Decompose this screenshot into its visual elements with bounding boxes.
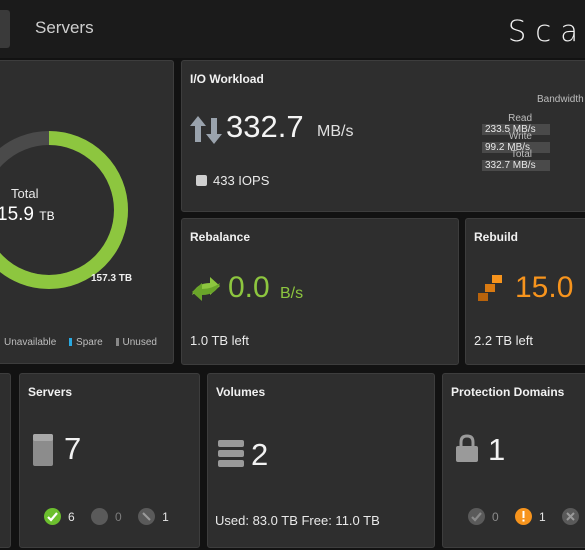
volumes-stack-icon — [218, 440, 244, 467]
status-count: 1 — [162, 509, 169, 524]
top-navigation-bar: Servers Sca — [0, 0, 585, 58]
rebalance-panel[interactable]: Rebalance 0.0 B/s 1.0 TB left — [181, 218, 459, 365]
total-value: 15.9 TB — [0, 204, 55, 226]
total-unit: TB — [39, 209, 55, 223]
legend-label: Unavailable — [4, 337, 57, 348]
capacity-panel: Total 15.9 TB 157.3 TB Unavailable Spare… — [0, 60, 174, 364]
rebalance-unit: B/s — [280, 285, 304, 302]
off-icon — [138, 508, 156, 525]
tab-servers[interactable]: Servers — [35, 18, 94, 37]
servers-status-row: 6 0 1 — [44, 508, 182, 528]
tab-previous[interactable] — [0, 10, 10, 48]
protection-domains-panel[interactable]: Protection Domains 1 0 1 — [442, 373, 585, 548]
rebuild-title: Rebuild — [474, 230, 518, 244]
protection-domains-count: 1 — [488, 432, 506, 467]
up-down-arrows-icon — [190, 116, 222, 144]
protection-domains-title: Protection Domains — [451, 385, 565, 399]
legend-label: Unused — [122, 337, 157, 348]
status-off[interactable]: 1 — [138, 508, 169, 525]
lock-icon — [456, 434, 478, 462]
bandwidth-row-label: Read — [508, 113, 532, 124]
bandwidth-row-value: 99.2 MB/s — [482, 142, 550, 153]
capacity-donut-chart — [0, 131, 128, 289]
check-icon — [44, 508, 61, 525]
bandwidth-row-write: Write99.2 MB/s — [482, 131, 585, 153]
volumes-count: 2 — [251, 437, 269, 472]
used-capacity-label: 157.3 TB — [91, 273, 133, 284]
disconnected-icon — [91, 508, 109, 525]
bandwidth-row-label: Write — [508, 131, 532, 142]
rebuild-panel[interactable]: Rebuild 15.0 2.2 TB left — [465, 218, 585, 365]
status-ok[interactable]: 0 — [468, 508, 499, 525]
servers-count: 7 — [64, 431, 82, 466]
status-disconnected[interactable]: 0 — [91, 508, 122, 525]
status-error[interactable] — [562, 508, 585, 525]
legend-label: Spare — [76, 337, 103, 348]
bandwidth-row-total: Total332.7 MB/s — [482, 149, 585, 171]
server-icon — [33, 434, 53, 466]
capacity-legend: Unavailable Spare Unused — [0, 337, 167, 348]
iops-value: 433 IOPS — [213, 173, 270, 188]
legend-unavailable: Unavailable — [0, 337, 56, 348]
legend-spare: Spare — [69, 337, 103, 348]
total-number: 15.9 — [0, 204, 34, 225]
legend-swatch-unused — [115, 338, 119, 346]
status-count: 1 — [539, 509, 546, 524]
rebalance-remaining: 1.0 TB left — [190, 333, 250, 348]
error-icon — [562, 508, 580, 525]
protection-domains-status-row: 0 1 — [468, 508, 585, 528]
partial-panel — [0, 373, 11, 548]
status-ok[interactable]: 6 — [44, 508, 75, 525]
io-workload-panel[interactable]: I/O Workload 332.7 MB/s 433 IOPS Bandwid… — [181, 60, 585, 212]
volumes-panel[interactable]: Volumes 2 Used: 83.0 TB Free: 11.0 TB — [207, 373, 435, 548]
rebuild-value: 15.0 — [515, 271, 574, 304]
legend-swatch-spare — [69, 338, 73, 346]
warning-icon — [515, 508, 533, 525]
status-count: 6 — [68, 509, 75, 524]
status-count: 0 — [492, 509, 499, 524]
status-warning[interactable]: 1 — [515, 508, 546, 525]
io-throughput-unit: MB/s — [317, 123, 354, 140]
bandwidth-row-value: 233.5 MB/s — [482, 124, 550, 135]
status-count: 0 — [115, 509, 122, 524]
io-workload-title: I/O Workload — [190, 72, 264, 86]
legend-unused: Unused — [115, 337, 157, 348]
servers-panel[interactable]: Servers 7 6 0 1 — [19, 373, 200, 548]
servers-title: Servers — [28, 385, 73, 399]
bandwidth-row-value: 332.7 MB/s — [482, 160, 550, 171]
rebuild-remaining: 2.2 TB left — [474, 333, 534, 348]
rebalance-title: Rebalance — [190, 230, 251, 244]
iops-icon — [196, 175, 207, 186]
bandwidth-header: Bandwidth — [537, 94, 584, 105]
volumes-used-free: Used: 83.0 TB Free: 11.0 TB — [215, 513, 380, 528]
io-throughput-value: 332.7 — [226, 109, 304, 144]
rebuild-blocks-icon — [478, 275, 502, 301]
brand-logo-text: Sca — [507, 14, 585, 48]
bandwidth-row-label: Total — [510, 149, 532, 160]
total-label: Total — [11, 186, 39, 201]
donut-used-arc — [0, 131, 128, 289]
volumes-title: Volumes — [216, 385, 266, 399]
check-icon — [468, 508, 485, 525]
bandwidth-row-read: Read233.5 MB/s — [482, 113, 585, 135]
rebalance-icon — [192, 277, 220, 301]
rebalance-value: 0.0 — [228, 271, 270, 304]
